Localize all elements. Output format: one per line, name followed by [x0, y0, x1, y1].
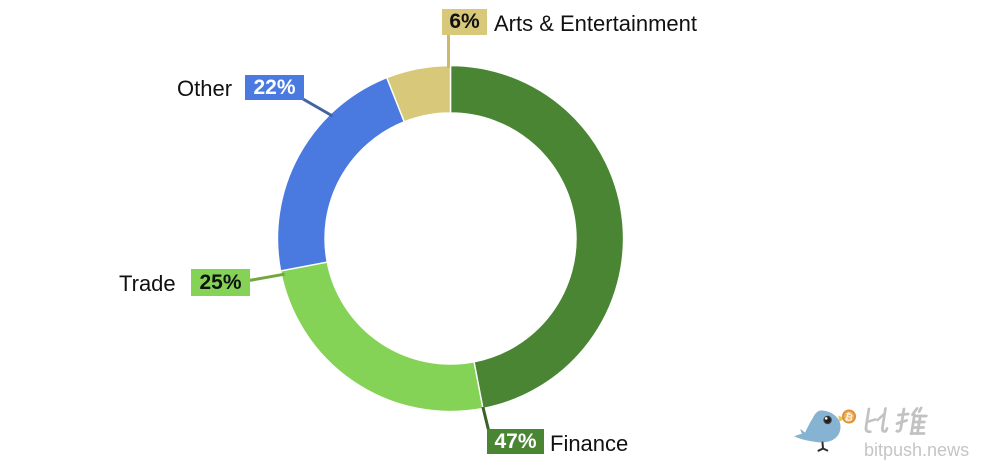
svg-text:bitpush.news: bitpush.news: [864, 440, 969, 460]
svg-text:₿: ₿: [843, 411, 854, 425]
